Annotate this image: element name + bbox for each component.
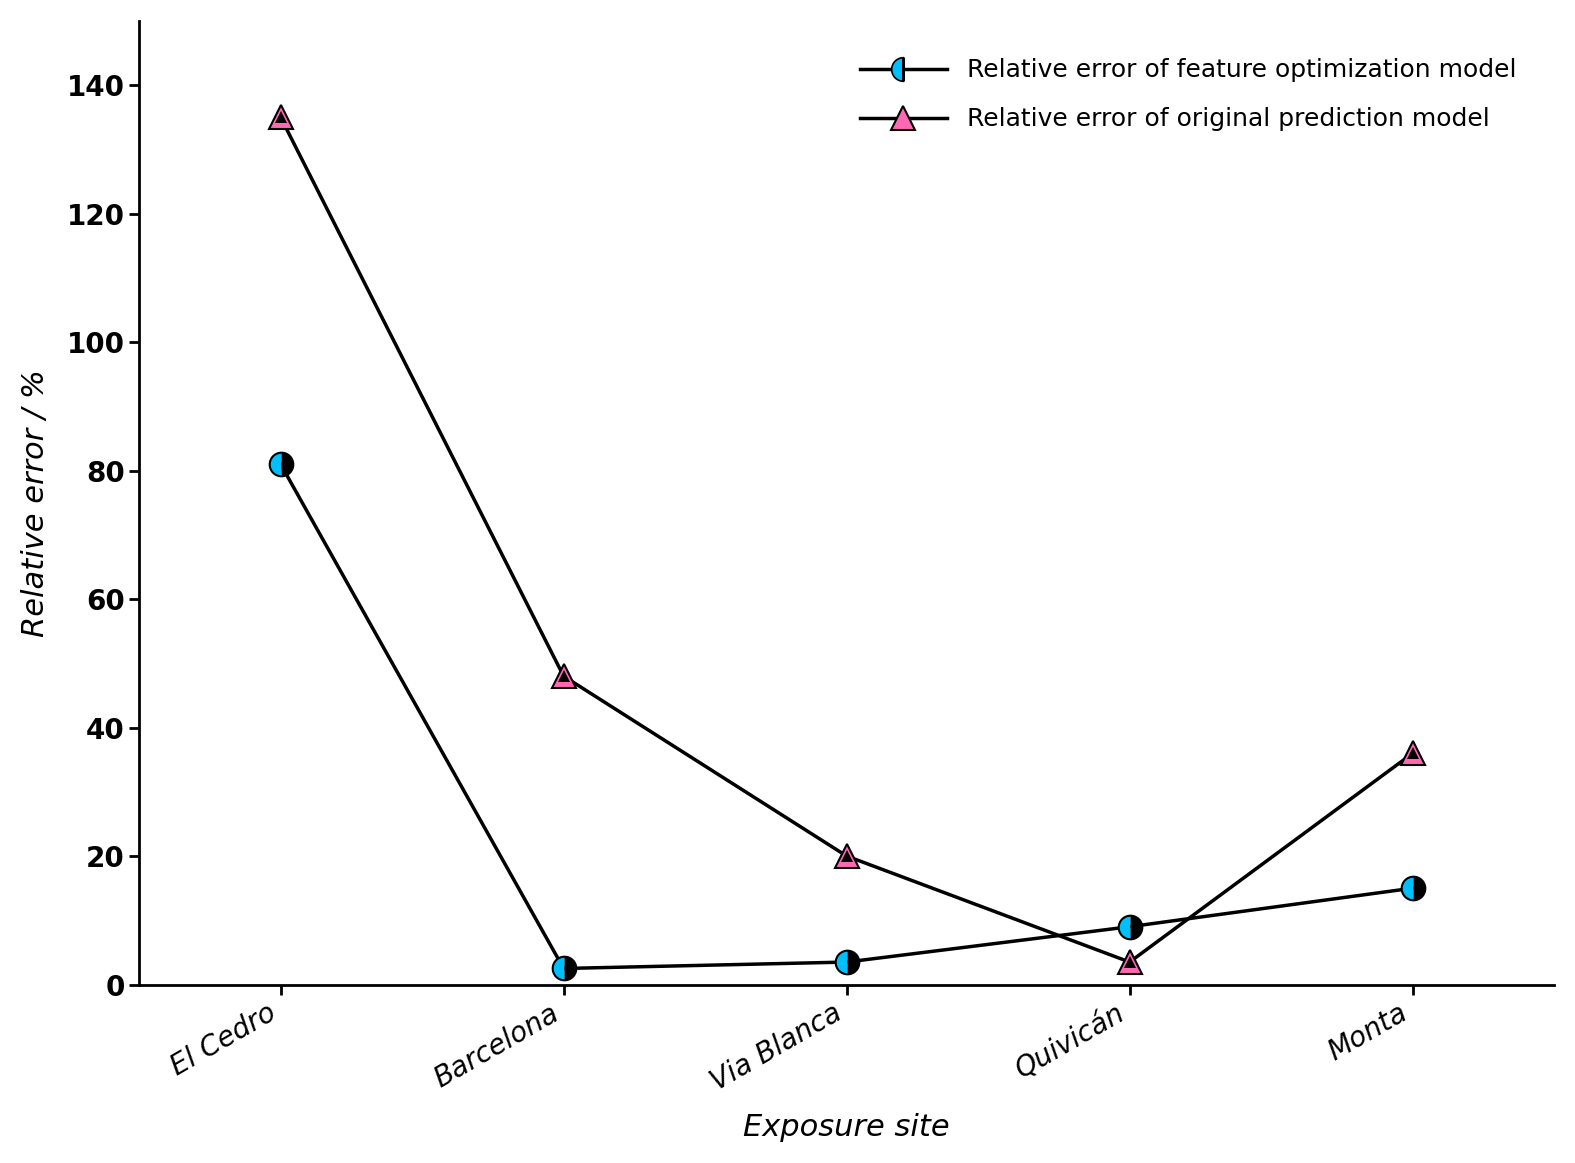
X-axis label: Exposure site: Exposure site: [743, 1113, 950, 1142]
Legend: Relative error of feature optimization model, Relative error of original predict: Relative error of feature optimization m…: [835, 34, 1542, 156]
Y-axis label: Relative error / %: Relative error / %: [20, 369, 50, 636]
